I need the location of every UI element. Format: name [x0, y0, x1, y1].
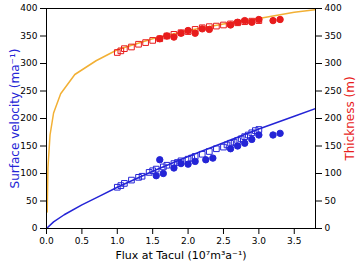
svg-text:Surface velocity (ma⁻¹): Surface velocity (ma⁻¹) — [8, 49, 22, 189]
svg-text:300: 300 — [325, 58, 342, 68]
svg-text:200: 200 — [325, 113, 342, 123]
svg-text:0: 0 — [325, 223, 331, 233]
svg-text:1.5: 1.5 — [146, 236, 160, 246]
svg-text:250: 250 — [20, 86, 37, 96]
svg-text:Thickness (m): Thickness (m) — [343, 76, 357, 161]
svg-text:300: 300 — [20, 58, 37, 68]
svg-text:Flux at Tacul (10⁷m³a⁻¹): Flux at Tacul (10⁷m³a⁻¹) — [115, 249, 246, 262]
svg-text:1.0: 1.0 — [110, 236, 125, 246]
svg-text:0.0: 0.0 — [39, 236, 54, 246]
svg-text:350: 350 — [20, 31, 37, 41]
svg-text:150: 150 — [20, 141, 37, 151]
svg-text:100: 100 — [20, 168, 37, 178]
svg-text:2.0: 2.0 — [181, 236, 196, 246]
svg-text:400: 400 — [20, 3, 37, 13]
svg-text:400: 400 — [325, 3, 342, 13]
svg-text:100: 100 — [325, 168, 342, 178]
svg-text:50: 50 — [26, 196, 38, 206]
svg-text:0.5: 0.5 — [75, 236, 89, 246]
svg-text:3.5: 3.5 — [287, 236, 301, 246]
svg-text:250: 250 — [325, 86, 342, 96]
svg-text:350: 350 — [325, 31, 342, 41]
svg-text:0: 0 — [32, 223, 38, 233]
svg-text:50: 50 — [325, 196, 337, 206]
svg-text:2.5: 2.5 — [216, 236, 230, 246]
svg-text:3.0: 3.0 — [252, 236, 267, 246]
svg-text:150: 150 — [325, 141, 342, 151]
svg-text:200: 200 — [20, 113, 37, 123]
